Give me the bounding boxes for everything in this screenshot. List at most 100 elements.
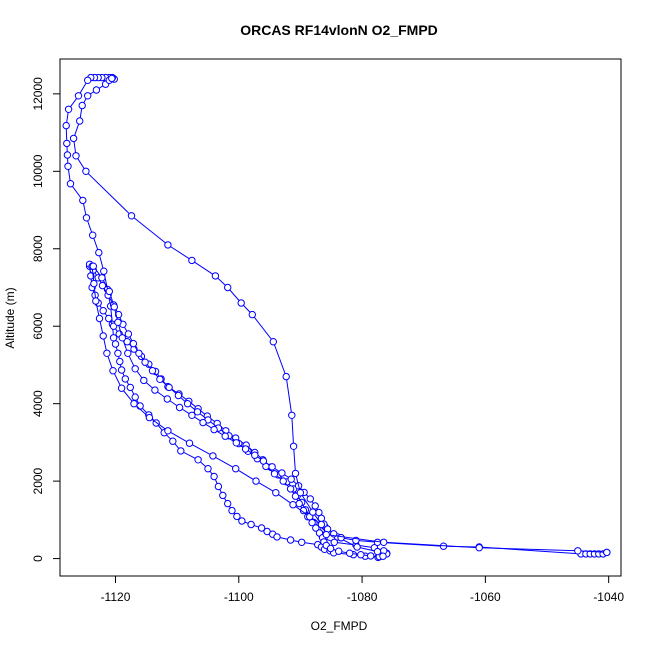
chart-title: ORCAS RF14vlonN O2_FMPD (240, 22, 438, 38)
series-line (91, 266, 384, 557)
data-point (124, 349, 132, 357)
data-point (232, 465, 240, 473)
y-axis: 0 2000 4000 6000 8000 10000 12000 (31, 77, 61, 562)
data-point (131, 365, 139, 373)
data-point (169, 437, 177, 445)
data-point (221, 432, 229, 440)
data-point (311, 502, 319, 510)
data-point (269, 338, 277, 346)
data-point (268, 463, 276, 471)
data-point (109, 367, 117, 375)
data-point (98, 274, 106, 282)
y-tick-label: 12000 (31, 77, 45, 111)
data-point (574, 547, 582, 555)
series-line (65, 77, 387, 558)
data-point (188, 411, 196, 419)
y-tick-label: 4000 (31, 390, 45, 417)
data-point (291, 492, 300, 500)
data-point (224, 283, 232, 292)
data-point (148, 367, 157, 375)
data-point (475, 544, 483, 552)
data-point (188, 256, 196, 265)
data-point (214, 482, 223, 491)
data-point (129, 339, 138, 348)
data-point (289, 501, 297, 509)
data-point (251, 451, 259, 459)
data-point (63, 139, 71, 148)
data-point (238, 517, 246, 525)
data-point (114, 318, 122, 326)
data-point (211, 272, 220, 280)
y-tick-label: 6000 (31, 313, 45, 340)
data-point (219, 491, 227, 500)
data-point (282, 372, 290, 381)
data-point (337, 534, 345, 542)
data-point (126, 383, 135, 392)
x-tick-label: -1120 (101, 590, 131, 604)
data-point (64, 162, 72, 171)
data-point (79, 196, 87, 205)
data-point (330, 538, 338, 546)
data-point (193, 408, 202, 416)
data-point (103, 349, 111, 357)
data-point (100, 267, 108, 275)
data-point (121, 375, 130, 383)
data-point (74, 92, 83, 100)
series-line (92, 265, 342, 539)
data-point (69, 134, 78, 143)
data-point (164, 427, 172, 435)
data-point (353, 543, 361, 551)
data-point (309, 508, 317, 516)
data-point (379, 552, 387, 560)
data-point (247, 520, 255, 529)
data-point (286, 485, 295, 493)
data-point (95, 314, 104, 323)
data-point (84, 92, 92, 100)
data-point (279, 477, 287, 485)
data-point (105, 314, 113, 323)
y-tick-label: 10000 (31, 154, 45, 188)
data-point (127, 212, 136, 220)
data-point (291, 469, 300, 478)
data-point (116, 357, 124, 366)
data-point (373, 547, 382, 556)
data-point (124, 330, 133, 338)
data-point (145, 413, 154, 422)
data-point (299, 506, 308, 515)
data-point (357, 551, 365, 559)
data-point (118, 334, 127, 342)
data-point (232, 439, 241, 447)
data-point (64, 105, 73, 114)
x-tick-label: -1040 (593, 590, 624, 604)
data-point (105, 287, 114, 296)
data-point (72, 152, 80, 160)
data-point (163, 395, 172, 403)
data-point (109, 334, 118, 342)
y-tick-label: 2000 (31, 467, 45, 494)
data-point (603, 548, 611, 557)
data-point (175, 403, 184, 412)
data-point (99, 332, 107, 340)
data-point (288, 411, 296, 419)
x-tick-label: -1100 (224, 590, 254, 604)
data-point (174, 391, 183, 400)
data-point (278, 469, 286, 477)
data-point (289, 442, 298, 450)
data-point (233, 512, 241, 521)
data-point (92, 297, 100, 305)
x-tick-label: -1060 (470, 590, 501, 604)
data-point (135, 349, 143, 357)
series-line (73, 78, 607, 553)
data-point (210, 472, 218, 481)
data-point (367, 552, 375, 560)
data-point (90, 279, 98, 288)
data-point (165, 383, 173, 392)
data-point (110, 303, 119, 311)
data-point (312, 524, 320, 532)
data-point (199, 418, 207, 427)
data-point (257, 524, 266, 532)
data-point (78, 101, 86, 110)
data-point (141, 358, 149, 366)
data-point (237, 299, 245, 307)
